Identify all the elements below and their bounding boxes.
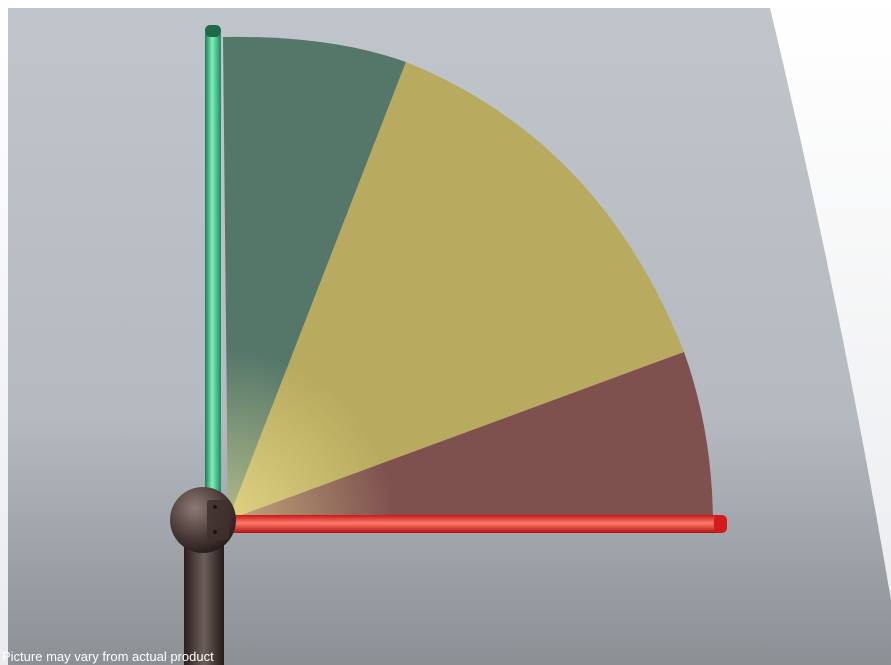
joint-screw-bottom [213, 530, 217, 534]
mounting-post [184, 538, 224, 665]
sector-glow [223, 37, 713, 520]
disclaimer-caption: Picture may vary from actual product [2, 649, 214, 664]
joint-screw-top [213, 505, 217, 509]
joint-plate [207, 500, 229, 540]
vertical-green-light-bar [205, 30, 221, 522]
horizontal-red-light-bar [228, 515, 726, 533]
red-bar-cap [714, 515, 727, 533]
green-bar-cap [205, 25, 221, 37]
